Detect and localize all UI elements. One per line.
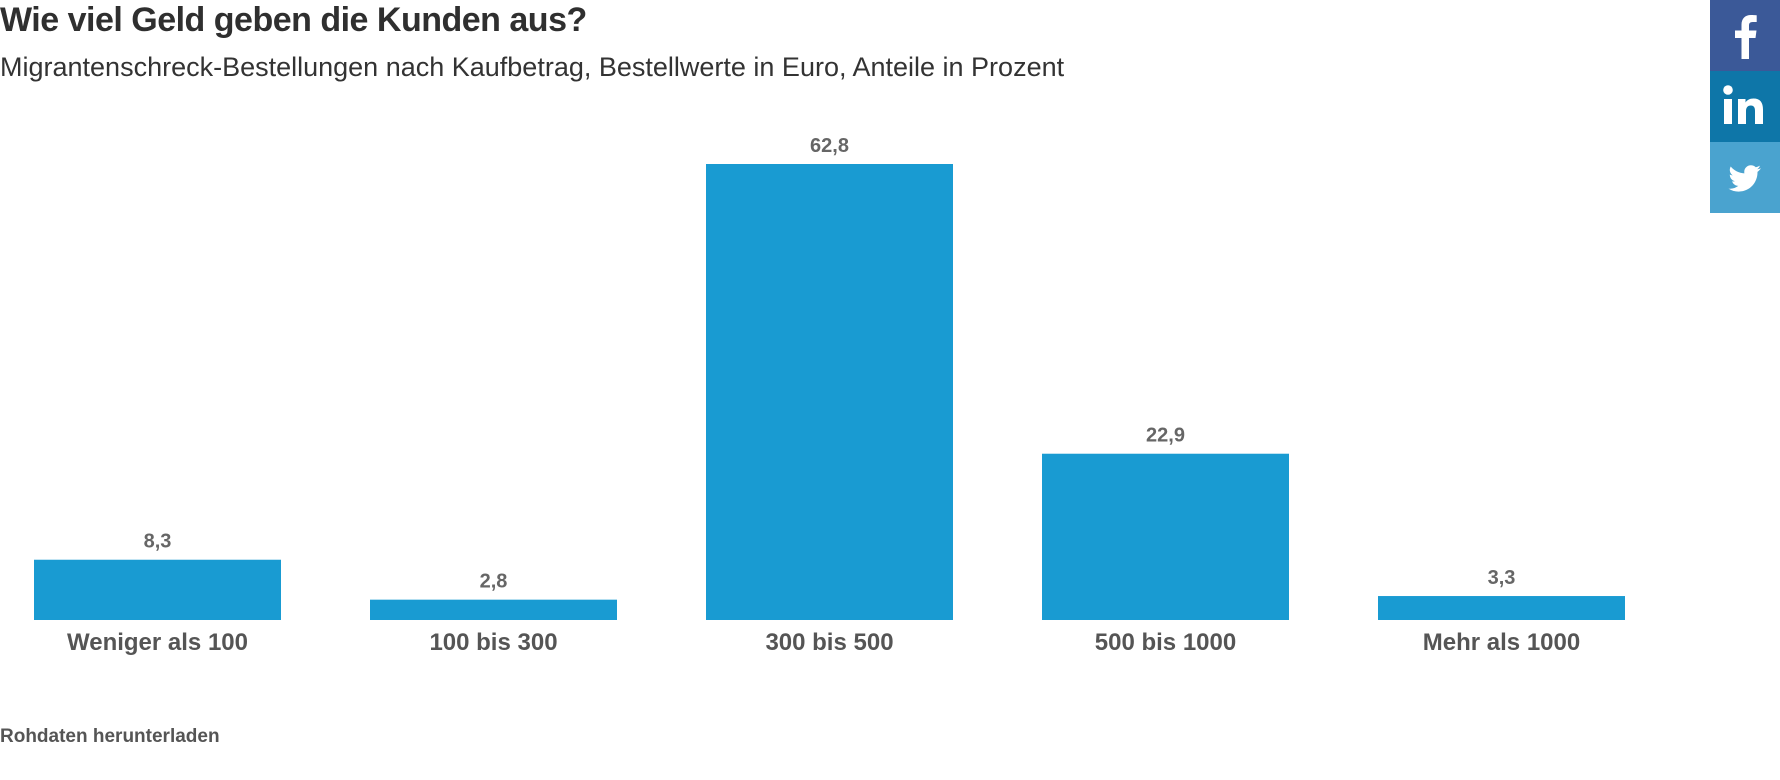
twitter-icon	[1728, 165, 1761, 192]
category-label: 100 bis 300	[429, 629, 557, 656]
bar	[34, 559, 281, 620]
download-raw-data-link[interactable]: Rohdaten herunterladen	[0, 726, 220, 747]
linkedin-share-button[interactable]	[1710, 71, 1780, 142]
bar-value-label: 22,9	[1146, 425, 1185, 447]
bar-value-label: 8,3	[144, 531, 172, 553]
facebook-share-button[interactable]	[1710, 0, 1780, 71]
twitter-share-button[interactable]	[1710, 142, 1780, 213]
bar	[370, 599, 617, 620]
chart-subtitle: Migrantenschreck-Bestellungen nach Kaufb…	[0, 52, 1065, 82]
category-label: Weniger als 100	[67, 629, 248, 656]
facebook-icon	[1735, 15, 1757, 59]
bar-chart: 8,3 Weniger als 100 2,8 100 bis 300 62,8 300 …	[34, 135, 1625, 656]
bar-value-label: 3,3	[1488, 567, 1516, 589]
linkedin-icon	[1723, 85, 1763, 124]
bar-value-label: 2,8	[480, 571, 508, 593]
bar	[706, 164, 953, 620]
bar-value-label: 62,8	[810, 135, 849, 157]
chart-title: Wie viel Geld geben die Kunden aus?	[0, 1, 587, 39]
category-label: Mehr als 1000	[1423, 629, 1580, 656]
bar	[1378, 596, 1625, 620]
bar	[1042, 453, 1289, 620]
category-label: 300 bis 500	[765, 629, 893, 656]
social-share-bar	[1710, 0, 1780, 213]
category-label: 500 bis 1000	[1095, 629, 1236, 656]
